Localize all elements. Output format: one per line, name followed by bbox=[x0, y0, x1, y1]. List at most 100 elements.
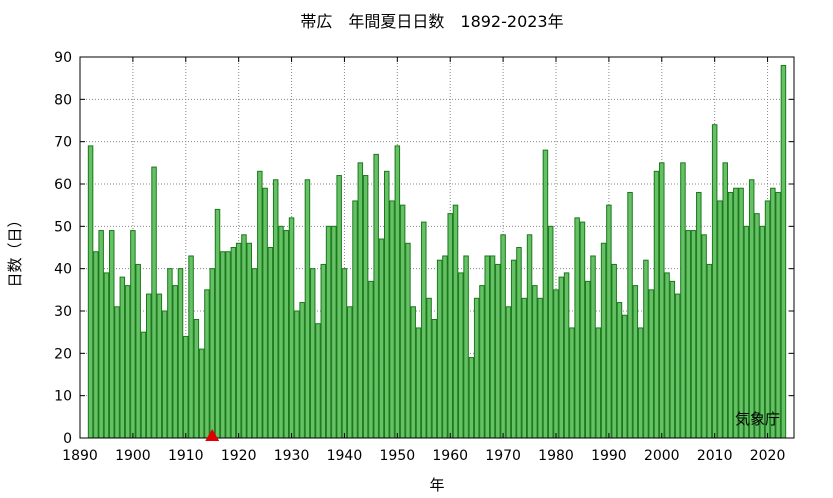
bar-1927 bbox=[272, 179, 279, 439]
bar-1918 bbox=[225, 251, 231, 439]
bar-1929 bbox=[283, 230, 290, 439]
bar-1974 bbox=[521, 297, 528, 439]
bar-1984 bbox=[574, 217, 580, 439]
bar-2012 bbox=[722, 162, 728, 439]
x-tick-label: 1890 bbox=[62, 448, 98, 464]
bar-1897 bbox=[114, 306, 120, 439]
bar-1959 bbox=[442, 255, 448, 439]
bars bbox=[87, 64, 787, 439]
bar-1981 bbox=[558, 276, 565, 439]
x-tick-label: 1990 bbox=[591, 448, 627, 464]
bar-1994 bbox=[627, 191, 633, 439]
bar-1901 bbox=[135, 263, 141, 439]
bar-1943 bbox=[357, 162, 364, 439]
bar-1964 bbox=[468, 357, 475, 439]
bar-2020 bbox=[764, 200, 771, 439]
bar-1907 bbox=[167, 268, 173, 439]
bar-1978 bbox=[542, 149, 549, 439]
bar-2006 bbox=[690, 230, 697, 439]
bar-1911 bbox=[188, 255, 194, 439]
bar-1947 bbox=[378, 238, 385, 439]
bar-1921 bbox=[241, 234, 247, 439]
bar-2017 bbox=[748, 179, 755, 439]
bar-1972 bbox=[510, 259, 517, 439]
bar-1973 bbox=[516, 247, 522, 439]
bar-1939 bbox=[336, 175, 342, 439]
x-tick-label: 1920 bbox=[221, 448, 257, 464]
bar-1970 bbox=[500, 234, 506, 439]
bar-2000 bbox=[659, 162, 665, 439]
bar-1986 bbox=[584, 280, 591, 439]
bar-1955 bbox=[421, 221, 427, 439]
chart-title: 帯広 年間夏日日数 1892-2023年 bbox=[300, 12, 563, 31]
bar-2021 bbox=[770, 187, 776, 439]
bar-1930 bbox=[288, 217, 295, 439]
bar-1935 bbox=[315, 323, 321, 439]
bar-2016 bbox=[743, 225, 750, 439]
bar-1961 bbox=[452, 204, 459, 439]
bar-1942 bbox=[352, 200, 358, 439]
bar-1924 bbox=[257, 170, 263, 439]
bar-2019 bbox=[759, 225, 766, 439]
bar-1960 bbox=[447, 213, 453, 439]
x-tick-label: 1970 bbox=[485, 448, 521, 464]
bar-1956 bbox=[426, 297, 432, 439]
bar-1945 bbox=[368, 280, 374, 439]
bar-2014 bbox=[733, 187, 739, 439]
bar-1940 bbox=[341, 268, 348, 439]
bar-1937 bbox=[325, 225, 332, 439]
credit-label: 気象庁 bbox=[735, 410, 780, 428]
y-tick-label: 20 bbox=[54, 346, 72, 362]
bar-1913 bbox=[198, 348, 205, 439]
axis-ticks: 1890 1900 1910 1920 1930 1940 1950 1960 1970 1980… bbox=[54, 50, 794, 464]
bar-2004 bbox=[680, 162, 686, 439]
bar-1976 bbox=[532, 285, 538, 439]
bar-1987 bbox=[590, 255, 596, 439]
bar-1990 bbox=[606, 204, 612, 439]
bar-2005 bbox=[685, 230, 691, 439]
bar-1992 bbox=[616, 302, 623, 439]
bar-1914 bbox=[204, 289, 210, 439]
bar-2003 bbox=[674, 293, 681, 439]
y-tick-label: 60 bbox=[54, 177, 72, 193]
bar-1938 bbox=[331, 225, 337, 439]
bar-1997 bbox=[643, 259, 649, 439]
bar-1934 bbox=[309, 268, 316, 439]
bar-2008 bbox=[701, 234, 707, 439]
bar-1912 bbox=[193, 318, 200, 439]
x-tick-label: 1950 bbox=[380, 448, 416, 464]
x-tick-label: 1930 bbox=[274, 448, 310, 464]
bar-1953 bbox=[410, 306, 416, 439]
bar-1899 bbox=[124, 285, 131, 439]
x-axis-title: 年 bbox=[429, 476, 444, 494]
bar-1957 bbox=[431, 318, 438, 439]
bar-2013 bbox=[727, 191, 734, 439]
bar-1906 bbox=[161, 310, 168, 439]
bar-1999 bbox=[653, 170, 660, 439]
y-tick-label: 90 bbox=[54, 50, 72, 66]
bar-1995 bbox=[632, 285, 639, 439]
bar-1946 bbox=[373, 153, 379, 439]
bar-1895 bbox=[103, 272, 110, 439]
bar-1905 bbox=[156, 293, 163, 439]
bar-1966 bbox=[479, 285, 485, 439]
bar-1922 bbox=[246, 242, 252, 439]
bar-1965 bbox=[473, 297, 480, 439]
bar-1941 bbox=[346, 306, 353, 439]
x-tick-label: 1980 bbox=[538, 448, 574, 464]
bar-1983 bbox=[569, 327, 575, 439]
bar-2001 bbox=[664, 272, 670, 439]
bar-1909 bbox=[177, 268, 184, 439]
bar-1989 bbox=[600, 242, 607, 439]
bar-1952 bbox=[405, 242, 411, 439]
bar-1971 bbox=[505, 306, 512, 439]
bar-1954 bbox=[415, 327, 422, 439]
bar-1979 bbox=[547, 225, 554, 439]
marker-layer bbox=[205, 429, 220, 441]
y-tick-label: 70 bbox=[54, 135, 72, 151]
bar-1988 bbox=[595, 327, 602, 439]
x-tick-label: 1940 bbox=[327, 448, 363, 464]
bar-1948 bbox=[384, 170, 390, 439]
bar-1932 bbox=[299, 302, 305, 439]
